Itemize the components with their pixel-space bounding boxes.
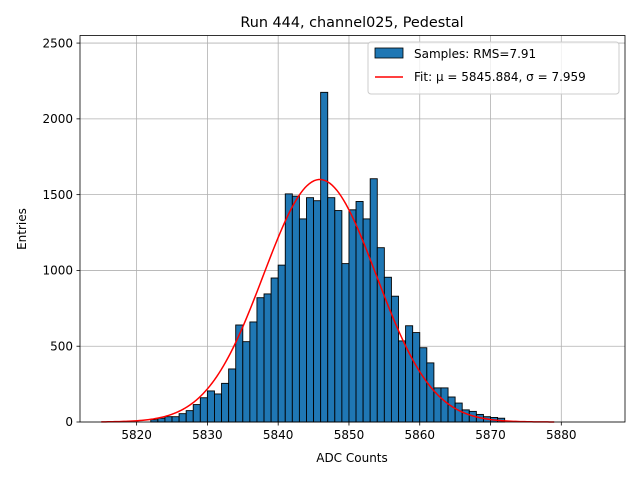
histogram-bar: [185, 410, 194, 423]
y-tick-label: 1500: [42, 188, 73, 202]
histogram-bar: [157, 417, 166, 423]
x-tick-label: 5880: [546, 428, 577, 442]
histogram-bar: [249, 321, 258, 423]
histogram-bar: [447, 396, 456, 423]
y-tick-label: 2000: [42, 112, 73, 126]
histogram-bars: [150, 91, 506, 423]
x-tick-label: 5850: [334, 428, 365, 442]
histogram-bar: [398, 340, 407, 423]
histogram-bar: [214, 393, 223, 423]
legend-fit-separator: ,: [519, 70, 527, 84]
histogram-bar: [164, 416, 173, 423]
histogram-bar: [171, 416, 180, 423]
histogram-bar: [221, 382, 230, 423]
y-tick-label: 500: [50, 339, 73, 353]
histogram-bar: [178, 413, 187, 423]
histogram-bar: [327, 197, 336, 423]
y-tick-label: 1000: [42, 264, 73, 278]
histogram-bar: [306, 197, 315, 423]
histogram-bar: [270, 277, 279, 423]
histogram-bar: [277, 264, 286, 423]
histogram-bar: [228, 368, 237, 423]
histogram-bar: [341, 263, 350, 423]
histogram-bar: [192, 404, 201, 423]
y-axis-ticks: 0 500 1000 1500 2000 2500: [42, 36, 80, 429]
histogram-bar: [426, 362, 435, 423]
y-tick-label: 2500: [42, 36, 73, 50]
x-tick-label: 5840: [263, 428, 294, 442]
histogram-bar: [284, 193, 293, 423]
histogram-bar: [206, 390, 215, 423]
legend-swatch-samples: [374, 47, 404, 59]
legend-label-fit: Fit: μ = 5845.884, σ = 7.959: [414, 70, 586, 84]
legend-box: [367, 41, 620, 95]
fit-curve: [101, 178, 555, 423]
histogram-bar: [291, 195, 300, 423]
histogram-bar: [199, 397, 208, 423]
x-tick-label: 5870: [475, 428, 506, 442]
legend: Samples: RMS=7.91 Fit: μ = 5845.884, σ =…: [367, 41, 620, 95]
x-tick-label: 5830: [192, 428, 223, 442]
legend-label-samples: Samples: RMS=7.91: [414, 47, 536, 61]
histogram-bar: [334, 210, 343, 423]
histogram-bar: [440, 387, 449, 423]
histogram-bar: [454, 402, 463, 423]
legend-fit-prefix: Fit:: [414, 70, 436, 84]
y-axis-label: Entries: [15, 208, 29, 250]
histogram-bar: [419, 347, 428, 423]
plot-frame: [79, 35, 626, 423]
y-tick-label: 0: [65, 415, 73, 429]
histogram-bar: [256, 297, 265, 423]
histogram-bar: [313, 200, 322, 423]
chart-title: Run 444, channel025, Pedestal: [240, 15, 463, 31]
histogram-bar: [320, 91, 329, 423]
histogram-bar: [412, 332, 421, 423]
histogram-bar: [298, 218, 307, 423]
legend-fit-mu: μ = 5845.884: [436, 70, 519, 84]
x-axis-label: ADC Counts: [316, 451, 388, 465]
histogram-bar: [461, 409, 470, 423]
histogram-bar: [405, 325, 414, 423]
legend-fit-sigma: σ = 7.959: [526, 70, 586, 84]
histogram-bar: [242, 341, 251, 423]
histogram-bar: [263, 293, 272, 423]
x-axis-ticks: 5820 5830 5840 5850 5860 5870 5880: [121, 422, 577, 442]
histogram-bar: [376, 247, 385, 423]
x-tick-label: 5860: [404, 428, 435, 442]
x-tick-label: 5820: [121, 428, 152, 442]
histogram-bar: [348, 209, 357, 423]
histogram-bar: [369, 178, 378, 423]
